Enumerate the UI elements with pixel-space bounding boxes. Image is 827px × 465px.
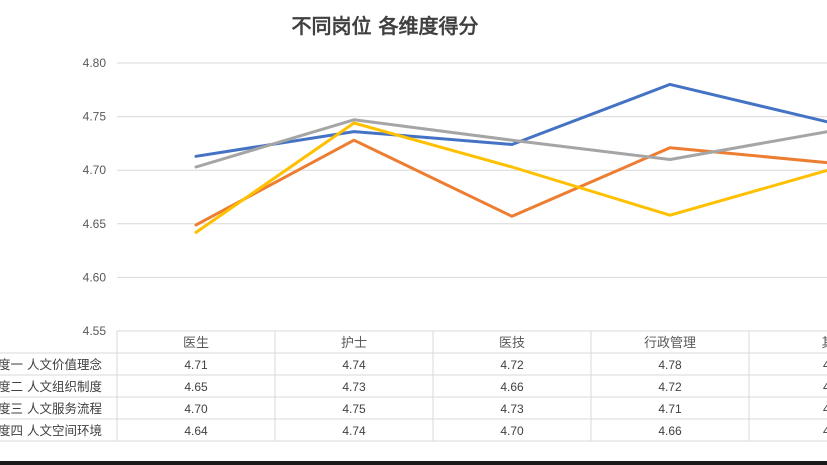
table-cell-value: 4.64: [184, 424, 208, 438]
series-row-label: 度二 人文组织制度: [0, 379, 102, 394]
table-cell-value: 4.78: [658, 358, 682, 372]
series-line: [194, 118, 827, 169]
table-cell-value: 4.71: [184, 358, 208, 372]
table-cell-value: 4.: [823, 402, 827, 416]
table-cell-value: 4.: [823, 358, 827, 372]
category-label: 医生: [183, 336, 209, 351]
table-cell-value: 4.: [823, 424, 827, 438]
table-cell-value: 4.72: [500, 358, 524, 372]
y-tick-label: 4.55: [83, 324, 107, 338]
table-cell-value: 4.74: [342, 358, 366, 372]
table-cell-value: 4.72: [658, 380, 682, 394]
table-cell-value: 4.66: [500, 380, 524, 394]
series-line: [194, 82, 827, 158]
table-cell-value: 4.70: [500, 424, 524, 438]
y-tick-label: 4.75: [83, 110, 107, 124]
table-cell-value: 4.71: [658, 402, 682, 416]
table-cell-value: 4.73: [342, 380, 366, 394]
category-label: 医技: [499, 336, 525, 351]
y-axis-ticks: 4.80 4.75 4.70 4.65 4.60 4.55: [83, 56, 107, 338]
y-tick-label: 4.65: [83, 217, 107, 231]
table-cell-value: 4.70: [184, 402, 208, 416]
gridlines: [117, 62, 827, 332]
category-label: 其: [821, 336, 827, 351]
y-tick-label: 4.80: [83, 56, 107, 70]
bottom-border: [0, 461, 827, 465]
series-line: [194, 121, 827, 234]
y-tick-label: 4.70: [83, 163, 107, 177]
data-table: 医生 护士 医技 行政管理 其度一 人文价值理念 4.71 4.74 4.72 4.78 4. 度二…: [0, 331, 827, 442]
series-row-label: 度四 人文空间环境: [0, 423, 102, 438]
table-cell-value: 4.: [823, 380, 827, 394]
table-cell-value: 4.73: [500, 402, 524, 416]
series-row-label: 度三 人文服务流程: [0, 401, 102, 416]
table-cell-value: 4.66: [658, 424, 682, 438]
series-row-label: 度一 人文价值理念: [0, 357, 102, 372]
category-label: 护士: [341, 336, 367, 351]
y-tick-label: 4.60: [83, 270, 107, 284]
category-label: 行政管理: [644, 336, 696, 351]
series-lines: [194, 82, 827, 234]
table-cell-value: 4.74: [342, 424, 366, 438]
table-cell-value: 4.65: [184, 380, 208, 394]
series-line: [194, 138, 827, 227]
table-cell-value: 4.75: [342, 402, 366, 416]
chart-title: 不同岗位 各维度得分: [291, 14, 479, 38]
